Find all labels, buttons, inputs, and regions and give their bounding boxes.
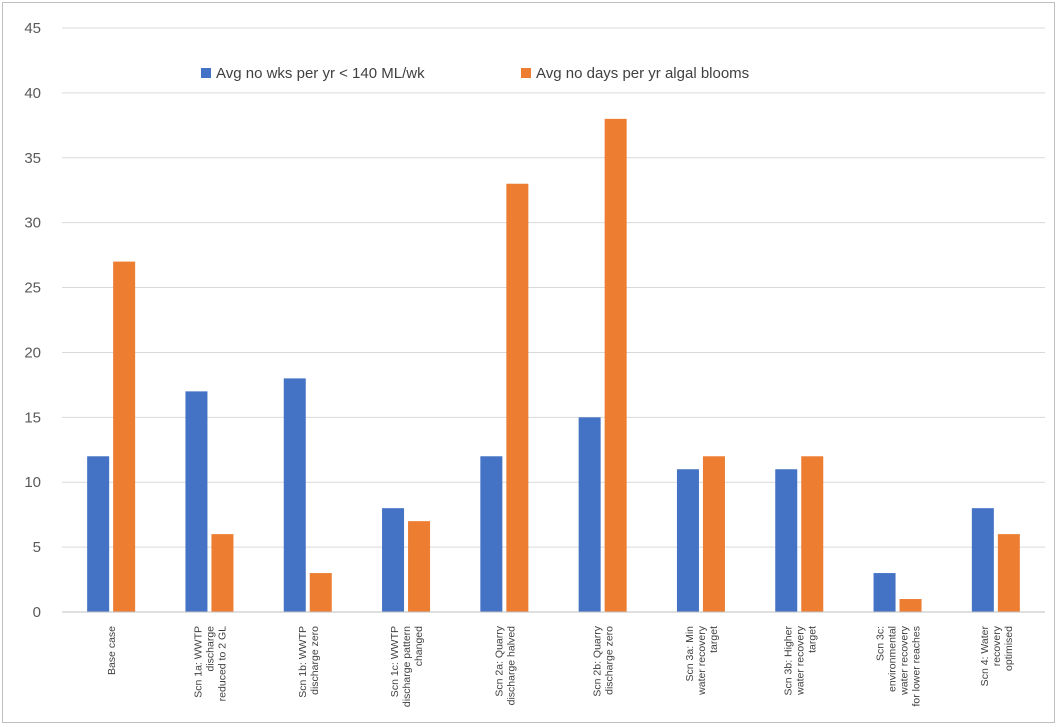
category-label-5: Scn 2b: Quarry discharge zero [592,625,616,696]
bar-algal-days-8 [899,599,922,612]
y-tick-label: 40 [24,85,41,102]
bar-algal-days-7 [801,456,824,612]
category-label-line: discharge zero [309,626,321,695]
y-axis-ticks: 0 5 10 15 20 25 30 35 40 45 [24,20,41,621]
category-label-line: Scn 1b: WWTP [297,626,309,698]
category-label-line: target [806,626,818,653]
bar-weeks-1 [185,391,208,612]
y-tick-label: 15 [24,409,41,426]
legend-swatch-0 [201,68,211,78]
category-label-line: discharge zero [604,626,616,695]
y-tick-label: 30 [24,215,41,232]
category-label-6: Scn 3a: Min water recovery target [684,625,720,696]
y-tick-label: 20 [24,344,41,361]
category-label-line: for lower reaches [911,626,923,707]
gridlines [62,27,1045,548]
category-label-line: Scn 1c: WWTP [389,626,401,697]
bar-algal-days-4 [506,183,529,612]
category-label-3: Scn 1c: WWTP discharge pattern changed [389,626,425,707]
category-label-line: Scn 2a: Quarry [493,625,505,696]
y-tick-label: 10 [24,474,41,491]
bar-weeks-5 [578,417,601,612]
category-label-line: Scn 4: Water [979,626,991,687]
bars [87,118,1020,612]
bar-algal-days-5 [604,118,627,612]
bar-algal-days-9 [997,534,1020,612]
category-label-line: Scn 2b: Quarry [592,625,604,696]
legend-label-1: Avg no days per yr algal blooms [536,65,749,82]
legend-label-0: Avg no wks per yr < 140 ML/wk [216,65,425,82]
legend: Avg no wks per yr < 140 ML/wk Avg no days… [201,65,749,82]
category-label-line: Scn 3c: [875,626,887,661]
legend-swatch-1 [521,68,531,78]
category-label-line: changed [413,626,425,666]
bar-algal-days-3 [408,521,431,612]
category-label-8: Scn 3c: environmental water recovery for lo… [875,625,923,706]
y-tick-label: 0 [33,604,41,621]
category-label-1: Scn 1a: WWTP discharge reduced to 2 GL [192,626,228,701]
bar-algal-days-2 [309,573,332,612]
bar-weeks-0 [87,456,110,612]
category-label-line: discharge pattern [401,626,413,707]
bar-weeks-3 [382,508,405,612]
bar-algal-days-6 [702,456,725,612]
y-tick-label: 5 [33,539,41,556]
category-label-line: Scn 1a: WWTP [192,626,204,698]
category-label-line: environmental [887,626,899,692]
category-label-9: Scn 4: Water recovery optimised [979,625,1015,686]
category-label-7: Scn 3b: Higher water recovery target [782,625,818,696]
category-label-line: water recovery [696,625,708,696]
category-label-line: discharge [204,626,216,672]
category-label-line: optimised [1003,626,1015,671]
category-label-line: discharge halved [505,626,517,706]
bar-weeks-2 [283,378,306,612]
category-label-2: Scn 1b: WWTP discharge zero [297,626,321,698]
category-label-line: Scn 3a: Min [684,626,696,682]
bar-weeks-8 [873,573,896,612]
bar-algal-days-1 [211,534,234,612]
category-label-line: Base case [106,626,118,675]
category-label-line: target [708,626,720,653]
bar-weeks-7 [775,469,798,612]
y-tick-label: 25 [24,280,41,297]
bar-weeks-9 [971,508,994,612]
category-labels: Base case Scn 1a: WWTP discharge reduced to… [106,625,1015,707]
category-label-0: Base case [106,626,118,675]
bar-weeks-4 [480,456,503,612]
category-label-line: recovery [991,625,1003,666]
y-tick-label: 45 [24,20,41,37]
category-label-4: Scn 2a: Quarry discharge halved [493,625,517,705]
category-label-line: water recovery [794,625,806,696]
category-label-line: reduced to 2 GL [216,626,228,701]
category-label-line: Scn 3b: Higher [782,626,794,696]
category-label-line: water recovery [899,625,911,696]
bar-algal-days-0 [113,261,136,612]
y-tick-label: 35 [24,150,41,167]
bar-weeks-6 [676,469,699,612]
